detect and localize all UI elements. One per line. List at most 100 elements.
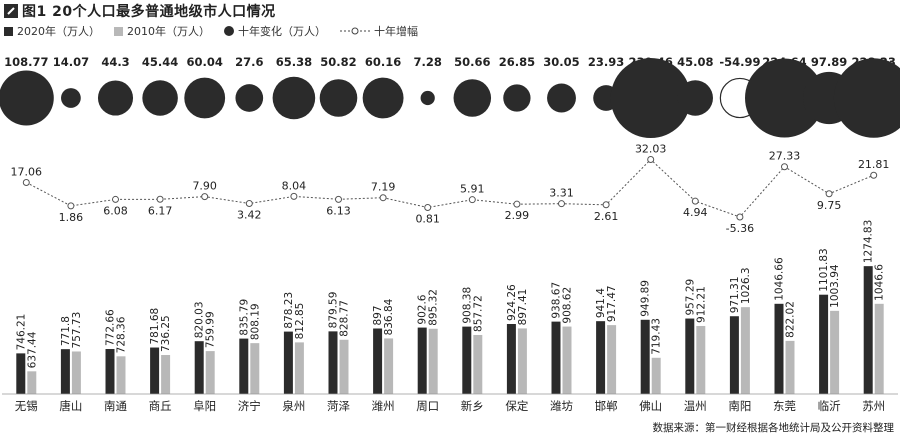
bubble-佛山 bbox=[610, 58, 691, 138]
bubble-label-济宁: 27.6 bbox=[235, 55, 263, 69]
bar-label-2010-济宁: 808.19 bbox=[249, 303, 261, 340]
category-label-唐山: 唐山 bbox=[59, 399, 82, 413]
bar-label-2010-东莞: 822.02 bbox=[785, 301, 797, 338]
category-label-南阳: 南阳 bbox=[728, 399, 751, 413]
growth-point-保定 bbox=[513, 200, 521, 208]
bubble-新乡 bbox=[453, 79, 492, 117]
growth-point-商丘 bbox=[156, 195, 164, 203]
bar-label-2020-温州: 957.29 bbox=[684, 279, 696, 316]
growth-label-南阳: -5.36 bbox=[726, 222, 754, 235]
bar-2020-温州 bbox=[685, 318, 695, 394]
legend-item-2010: 2010年（万人） bbox=[114, 23, 210, 39]
bubble-label-无锡: 108.77 bbox=[4, 55, 48, 69]
bubble-label-南通: 44.3 bbox=[101, 55, 129, 69]
bar-2020-临沂 bbox=[819, 294, 829, 394]
bubble-苏州 bbox=[833, 58, 900, 138]
bar-label-2010-无锡: 637.44 bbox=[26, 331, 38, 368]
bar-label-2010-佛山: 719.43 bbox=[651, 318, 663, 355]
growth-label-潍坊: 3.31 bbox=[549, 187, 574, 200]
bar-2010-临沂 bbox=[830, 310, 840, 394]
growth-point-南阳 bbox=[736, 213, 744, 221]
bubble-label-保定: 26.85 bbox=[499, 55, 535, 69]
legend-swatch-2010 bbox=[114, 26, 123, 36]
growth-label-泉州: 8.04 bbox=[282, 179, 307, 192]
category-label-温州: 温州 bbox=[684, 399, 707, 413]
growth-point-温州 bbox=[691, 197, 699, 205]
growth-point-临沂 bbox=[825, 190, 833, 198]
growth-point-菏泽 bbox=[335, 195, 342, 203]
bubble-泉州 bbox=[272, 76, 316, 120]
bar-label-2010-阜阳: 759.99 bbox=[205, 311, 217, 348]
bubble-label-邯郸: 23.93 bbox=[588, 55, 624, 69]
category-label-新乡: 新乡 bbox=[461, 399, 484, 413]
bubble-保定 bbox=[503, 84, 531, 112]
bar-label-2020-苏州: 1274.83 bbox=[863, 220, 875, 263]
growth-point-潍坊 bbox=[558, 200, 565, 208]
growth-point-佛山 bbox=[647, 155, 655, 163]
bar-label-2020-南通: 772.66 bbox=[105, 309, 117, 346]
bar-label-2010-潍州: 836.84 bbox=[383, 298, 395, 335]
bar-2020-邯郸 bbox=[596, 321, 606, 394]
bar-2020-苏州 bbox=[863, 266, 873, 394]
growth-label-济宁: 3.42 bbox=[237, 209, 262, 222]
bar-label-2010-新乡: 857.72 bbox=[472, 295, 484, 332]
growth-label-苏州: 21.81 bbox=[858, 158, 890, 171]
bubble-label-临沂: 97.89 bbox=[811, 55, 847, 69]
bar-2020-商丘 bbox=[150, 347, 160, 394]
growth-label-潍州: 7.19 bbox=[371, 181, 396, 194]
growth-label-唐山: 1.86 bbox=[59, 211, 84, 224]
bubble-label-温州: 45.08 bbox=[677, 55, 713, 69]
bar-2020-潍坊 bbox=[551, 321, 561, 394]
growth-label-商丘: 6.17 bbox=[148, 204, 173, 217]
growth-label-新乡: 5.91 bbox=[460, 183, 485, 196]
bar-2020-东莞 bbox=[774, 303, 784, 394]
bubble-label-周口: 7.28 bbox=[414, 55, 442, 69]
bubble-周口 bbox=[420, 90, 435, 106]
bubble-南通 bbox=[97, 80, 134, 116]
bubble-潍坊 bbox=[547, 83, 576, 113]
category-label-东莞: 东莞 bbox=[773, 399, 796, 413]
bar-label-2010-温州: 912.21 bbox=[695, 286, 707, 323]
bar-label-2020-周口: 902.6 bbox=[417, 294, 429, 324]
bar-2010-新乡 bbox=[473, 334, 483, 394]
bar-label-2020-东莞: 1046.66 bbox=[774, 257, 786, 301]
bar-label-2020-潍州: 897 bbox=[372, 305, 384, 325]
bar-label-2020-临沂: 1101.83 bbox=[818, 248, 830, 291]
chart-title: 图1 20个人口最多普通地级市人口情况 bbox=[22, 4, 276, 20]
legend-item-change: 十年变化（万人） bbox=[224, 23, 326, 39]
bar-2020-阜阳 bbox=[194, 341, 204, 394]
bar-2020-保定 bbox=[506, 323, 516, 394]
growth-point-东莞 bbox=[781, 163, 788, 171]
bar-label-2020-唐山: 771.8 bbox=[60, 316, 72, 346]
legend-label-2020: 2020年（万人） bbox=[17, 25, 100, 38]
growth-point-无锡 bbox=[22, 179, 30, 187]
category-label-泉州: 泉州 bbox=[282, 399, 305, 413]
category-label-潍州: 潍州 bbox=[372, 399, 395, 413]
bubble-label-菏泽: 50.82 bbox=[320, 55, 356, 69]
legend-label-growth: 十年增幅 bbox=[374, 25, 418, 38]
bar-2020-无锡 bbox=[16, 353, 26, 394]
growth-point-阜阳 bbox=[201, 193, 209, 201]
growth-point-唐山 bbox=[67, 202, 75, 210]
chart-plot: 108.77 14.07 44.3 45.44 60.04 27.6 65.38 50.82 6… bbox=[0, 55, 900, 413]
legend-item-growth: 十年增幅 bbox=[340, 23, 418, 39]
growth-label-温州: 4.94 bbox=[683, 206, 708, 219]
growth-label-阜阳: 7.90 bbox=[192, 180, 217, 193]
growth-label-东莞: 27.33 bbox=[769, 150, 801, 163]
legend-label-2010: 2010年（万人） bbox=[127, 25, 210, 38]
bar-label-2010-苏州: 1046.6 bbox=[874, 264, 886, 301]
category-label-佛山: 佛山 bbox=[639, 399, 662, 413]
growth-label-佛山: 32.03 bbox=[635, 142, 667, 155]
legend: 2020年（万人） 2010年（万人） 十年变化（万人） 十年增幅 bbox=[0, 22, 900, 40]
bar-2010-周口 bbox=[428, 328, 438, 394]
growth-point-南通 bbox=[112, 195, 119, 203]
bar-label-2010-临沂: 1003.94 bbox=[829, 264, 841, 308]
title-icon bbox=[4, 4, 18, 18]
bar-2020-泉州 bbox=[283, 331, 293, 394]
bar-label-2010-商丘: 736.25 bbox=[160, 315, 172, 352]
bar-label-2020-商丘: 781.68 bbox=[149, 308, 161, 345]
bar-2020-南阳 bbox=[729, 316, 739, 394]
bar-2010-保定 bbox=[517, 328, 527, 394]
bubble-label-南阳: -54.99 bbox=[719, 55, 760, 69]
bar-label-2010-保定: 897.41 bbox=[517, 289, 529, 326]
